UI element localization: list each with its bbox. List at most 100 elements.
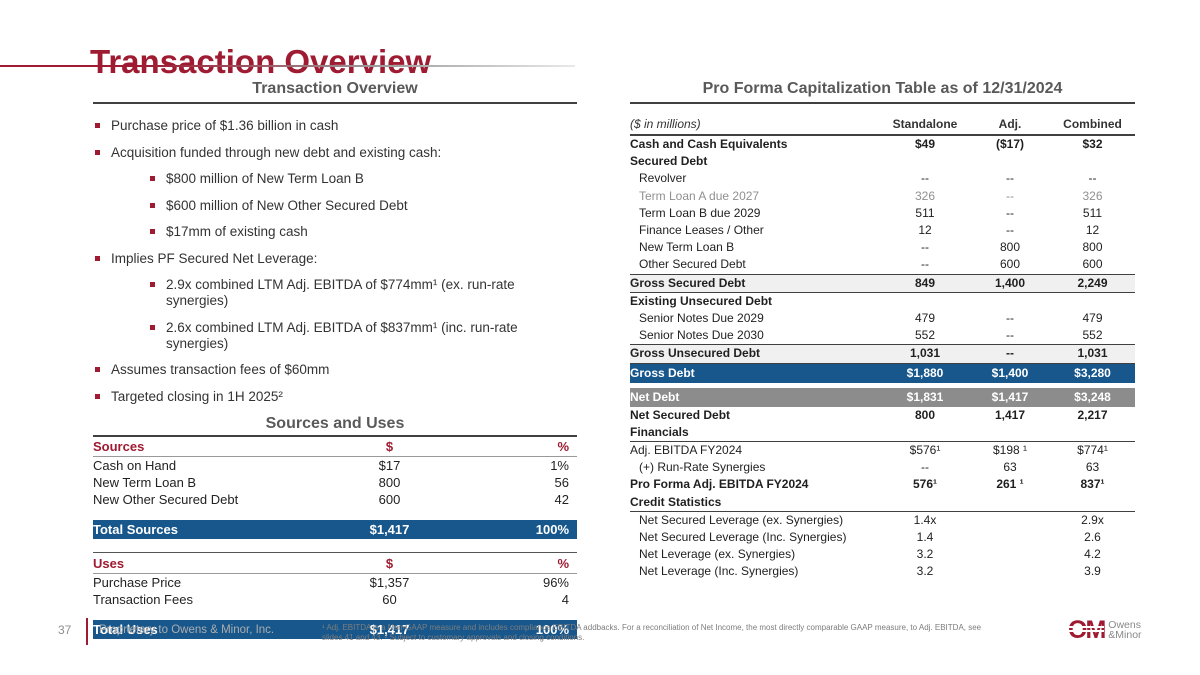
bullet-item: 2.6x combined LTM Adj. EBITDA of $837mm¹…	[93, 320, 577, 352]
cap-table-row: New Term Loan B -- 800 800	[630, 239, 1135, 256]
row-adj	[970, 494, 1050, 511]
unit-label: ($ in millions)	[630, 117, 701, 131]
sources-uses-heading: Sources and Uses	[93, 415, 577, 437]
col-header-dollar: $	[385, 439, 394, 454]
row-combined: 1,031	[1077, 346, 1108, 361]
row-adj: --	[1006, 188, 1014, 203]
cap-table-row: Senior Notes Due 2029 479 -- 479	[630, 310, 1135, 327]
row-combined: 4.2	[1084, 547, 1101, 562]
table-row: Cash on Hand $17 1%	[93, 457, 577, 474]
row-combined	[1050, 293, 1135, 310]
bullet-item: $600 million of New Other Secured Debt	[93, 198, 577, 214]
row-adj: 261 ¹	[996, 477, 1024, 492]
row-label: Net Leverage (ex. Synergies)	[639, 547, 796, 562]
row-label: (+) Run-Rate Synergies	[639, 460, 766, 475]
cap-table-row: Secured Debt	[630, 153, 1135, 170]
table-row: New Term Loan B 800 56	[93, 474, 577, 491]
cap-table-row: Gross Unsecured Debt 1,031 -- 1,031	[630, 344, 1135, 364]
row-adj: 1,400	[994, 275, 1026, 290]
table-row: Transaction Fees 60 4	[93, 591, 577, 608]
row-standalone: $576¹	[909, 443, 941, 458]
row-adj	[970, 153, 1050, 170]
row-standalone	[880, 494, 970, 511]
cap-table-row: Senior Notes Due 2030 552 -- 552	[630, 327, 1135, 344]
row-standalone: 800	[914, 407, 936, 422]
row-label: Net Secured Leverage (ex. Synergies)	[639, 512, 844, 527]
column-header-standalone: Standalone	[892, 117, 958, 131]
row-label: New Term Loan B	[639, 240, 735, 255]
row-standalone: --	[921, 257, 929, 272]
bullet-marker	[95, 123, 100, 128]
row-standalone: 1.4	[916, 530, 934, 545]
row-adj: $1,400	[991, 365, 1029, 380]
cap-table-row: Credit Statistics	[630, 494, 1135, 512]
col-header-percent: %	[557, 556, 569, 571]
owens-minor-logo-mark: OM	[1068, 618, 1106, 643]
row-combined: 63	[1085, 460, 1100, 475]
row-standalone: --	[921, 171, 929, 186]
row-combined: 479	[1082, 311, 1103, 326]
bullet-marker	[95, 149, 100, 155]
cap-table-row: Finance Leases / Other 12 -- 12	[630, 222, 1135, 239]
row-adj: 600	[999, 257, 1021, 272]
footnote-line-1: ¹ Adj. EBITDA is a Non-GAAP measure and …	[322, 623, 982, 632]
cap-table-row: Term Loan A due 2027 326 -- 326	[630, 188, 1135, 205]
row-standalone: --	[921, 240, 929, 255]
cap-table-row: Term Loan B due 2029 511 -- 511	[630, 205, 1135, 222]
total-percent: 100%	[535, 622, 569, 637]
bullet-item: Implies PF Secured Net Leverage:	[93, 251, 577, 267]
row-standalone: 3.2	[916, 564, 934, 579]
bullet-item: $17mm of existing cash	[93, 224, 577, 240]
row-combined: $774¹	[1077, 443, 1108, 458]
row-label: Net Debt	[630, 389, 680, 404]
sources-table: Sources $% Cash on Hand $17 1% New Term Loan …	[93, 437, 577, 539]
row-adj: 800	[999, 240, 1021, 255]
bullet-marker	[150, 282, 155, 287]
row-adj: 1,417	[994, 407, 1026, 422]
row-adj	[970, 529, 1050, 546]
bullet-item: 2.9x combined LTM Adj. EBITDA of $774mm¹…	[93, 277, 577, 309]
footnotes: ¹ Adj. EBITDA is a Non-GAAP measure and …	[322, 623, 1062, 643]
row-combined: 2.6	[1084, 530, 1101, 545]
row-combined: 2,217	[1077, 407, 1108, 422]
bullet-text: Purchase price of $1.36 billion in cash	[111, 118, 339, 133]
cap-table-row: Other Secured Debt -- 600 600	[630, 256, 1135, 273]
cap-table-row: Pro Forma Adj. EBITDA FY2024 576¹ 261 ¹ 837…	[630, 476, 1135, 493]
transaction-overview-panel: Transaction Overview Purchase price of $…	[93, 80, 577, 639]
row-label: Revolver	[639, 171, 687, 186]
cap-table-body: Cash and Cash Equivalents $49 ($17) $32 Secu…	[630, 136, 1135, 581]
col-header-percent: %	[557, 439, 569, 454]
row-label: New Term Loan B	[93, 475, 197, 490]
row-label: Senior Notes Due 2030	[639, 328, 764, 343]
cap-table-row: Adj. EBITDA FY2024 $576¹ $198 ¹ $774¹	[630, 442, 1135, 459]
cap-table-row: Net Secured Leverage (Inc. Synergies) 1.4…	[630, 529, 1135, 546]
row-combined: 600	[1082, 257, 1103, 272]
row-dollar: $1,357	[369, 575, 410, 590]
row-percent: 1%	[550, 458, 569, 473]
row-standalone: 3.2	[916, 547, 934, 562]
row-label: Net Secured Debt	[630, 407, 731, 422]
row-adj: --	[1006, 311, 1014, 326]
row-adj	[970, 424, 1050, 441]
cap-table-row: Existing Unsecured Debt	[630, 293, 1135, 310]
cap-table-heading: Pro Forma Capitalization Table as of 12/…	[630, 80, 1135, 104]
cap-table-row: Gross Secured Debt 849 1,400 2,249	[630, 273, 1135, 293]
row-standalone: --	[921, 460, 929, 475]
row-adj: --	[1006, 328, 1014, 343]
bullet-item: Targeted closing in 1H 2025²	[93, 389, 577, 405]
col-header-dollar: $	[385, 556, 394, 571]
column-header-combined: Combined	[1063, 117, 1122, 131]
row-combined: $32	[1082, 137, 1103, 151]
cap-table-row: Net Secured Debt 800 1,417 2,217	[630, 407, 1135, 424]
row-adj: --	[1006, 346, 1014, 361]
total-dollar: $1,417	[369, 522, 410, 537]
row-label: Term Loan B due 2029	[639, 205, 761, 220]
cap-table-row: Gross Debt $1,880 $1,400 $3,280	[630, 363, 1135, 383]
row-standalone: 1.4x	[913, 512, 937, 527]
row-combined: 800	[1082, 240, 1103, 255]
row-combined: 837¹	[1080, 477, 1105, 492]
row-standalone: $1,831	[906, 389, 944, 404]
capitalization-panel: Pro Forma Capitalization Table as of 12/…	[630, 80, 1135, 581]
bullet-text: $800 million of New Term Loan B	[166, 171, 364, 186]
row-standalone: $49	[914, 137, 936, 151]
